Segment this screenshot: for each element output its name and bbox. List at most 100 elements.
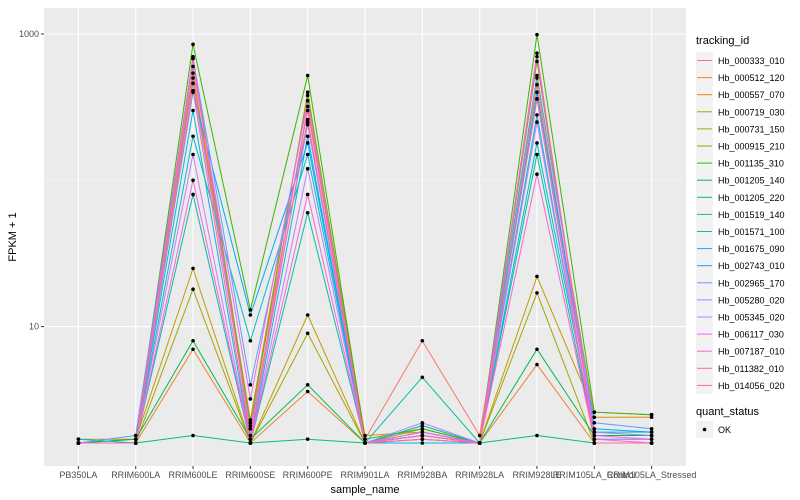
data-point bbox=[649, 437, 654, 441]
data-point bbox=[305, 117, 310, 122]
data-point bbox=[535, 120, 539, 124]
data-point bbox=[535, 90, 539, 95]
x-tick-label: RRIM105LA_Stressed bbox=[607, 470, 697, 480]
x-tick-label: RRIM600LA bbox=[111, 470, 160, 480]
legend-label: Hb_001519_140 bbox=[718, 210, 785, 220]
data-point bbox=[76, 441, 81, 445]
x-axis-title: sample_name bbox=[330, 484, 399, 496]
legend-label: Hb_001205_220 bbox=[718, 193, 785, 203]
data-point bbox=[248, 313, 253, 317]
x-tick-label: PB350LA bbox=[59, 470, 97, 480]
legend-label: Hb_000915_210 bbox=[718, 142, 785, 152]
data-point bbox=[133, 441, 138, 445]
data-point bbox=[191, 81, 195, 86]
data-point bbox=[248, 418, 253, 422]
data-point bbox=[535, 82, 539, 87]
legend-label: Hb_011382_010 bbox=[718, 364, 784, 374]
data-point bbox=[191, 192, 195, 197]
data-point bbox=[248, 420, 253, 425]
data-point bbox=[191, 266, 195, 271]
data-point bbox=[305, 389, 310, 394]
x-tick-label: RRIM928LE bbox=[512, 470, 561, 480]
data-point bbox=[420, 433, 425, 438]
data-point bbox=[191, 42, 195, 47]
data-point bbox=[420, 423, 425, 428]
legend-label: Hb_005345_020 bbox=[718, 313, 785, 323]
legend-label: Hb_005280_020 bbox=[718, 295, 785, 305]
data-point bbox=[191, 134, 195, 139]
data-point bbox=[420, 375, 425, 380]
data-point bbox=[649, 415, 654, 420]
data-point bbox=[420, 427, 425, 431]
data-point bbox=[305, 152, 310, 157]
data-point bbox=[420, 338, 425, 343]
data-point bbox=[535, 76, 539, 80]
data-point bbox=[592, 410, 597, 414]
data-point bbox=[191, 88, 195, 93]
data-point bbox=[649, 433, 654, 438]
data-point bbox=[420, 430, 425, 434]
legend-label: Hb_000333_010 bbox=[718, 56, 785, 66]
x-tick-label: RRIM928BA bbox=[397, 470, 447, 480]
legend-label: Hb_014056_020 bbox=[718, 381, 785, 391]
data-point bbox=[535, 32, 539, 37]
data-point bbox=[535, 152, 539, 157]
data-point bbox=[305, 98, 310, 103]
data-point bbox=[248, 423, 253, 428]
data-point bbox=[592, 437, 597, 441]
data-point bbox=[305, 90, 310, 95]
data-point bbox=[592, 441, 597, 445]
shape-legend-title: quant_status bbox=[696, 406, 759, 418]
y-axis-title: FPKM + 1 bbox=[7, 212, 19, 261]
data-point bbox=[191, 338, 195, 343]
legend-label: Hb_002743_010 bbox=[718, 261, 785, 271]
data-point bbox=[76, 437, 81, 441]
legend-label: Hb_002965_170 bbox=[718, 278, 785, 288]
data-point bbox=[649, 430, 654, 434]
data-point bbox=[535, 172, 539, 177]
data-point bbox=[535, 113, 539, 117]
data-point bbox=[305, 122, 310, 127]
data-point bbox=[133, 437, 138, 441]
data-point bbox=[649, 441, 654, 445]
data-point bbox=[191, 64, 195, 69]
data-point bbox=[305, 134, 310, 139]
data-point bbox=[305, 93, 310, 98]
data-point bbox=[420, 420, 425, 425]
legend-label: Hb_007187_010 bbox=[718, 347, 785, 357]
data-point bbox=[248, 437, 253, 441]
legend-label: Hb_001135_310 bbox=[718, 159, 784, 169]
data-point bbox=[191, 433, 195, 438]
y-tick-label: 1000 bbox=[19, 29, 39, 39]
data-point bbox=[248, 441, 253, 445]
data-point bbox=[191, 287, 195, 292]
data-point bbox=[535, 141, 539, 145]
data-point bbox=[363, 433, 367, 438]
data-point bbox=[592, 415, 597, 420]
data-point bbox=[191, 347, 195, 352]
data-point bbox=[305, 104, 310, 109]
data-point bbox=[191, 56, 195, 61]
legend-label: Hb_001675_090 bbox=[718, 244, 785, 254]
data-point bbox=[305, 331, 310, 336]
x-tick-label: RRIM600SE bbox=[225, 470, 275, 480]
shape-legend-point bbox=[702, 427, 707, 432]
legend-label: Hb_001571_100 bbox=[718, 227, 785, 237]
data-point bbox=[191, 71, 195, 75]
data-point bbox=[535, 274, 539, 279]
data-point bbox=[363, 437, 367, 441]
x-tick-label: RRIM105LA_Control bbox=[553, 470, 636, 480]
data-point bbox=[535, 433, 539, 438]
data-point bbox=[305, 313, 310, 317]
data-point bbox=[535, 291, 539, 295]
data-point bbox=[649, 427, 654, 431]
data-point bbox=[305, 192, 310, 197]
data-point bbox=[248, 433, 253, 438]
data-point bbox=[248, 338, 253, 343]
data-point bbox=[305, 73, 310, 78]
x-tick-label: RRIM600LE bbox=[169, 470, 218, 480]
data-point bbox=[191, 108, 195, 113]
legend-label: Hb_000512_120 bbox=[718, 73, 785, 83]
